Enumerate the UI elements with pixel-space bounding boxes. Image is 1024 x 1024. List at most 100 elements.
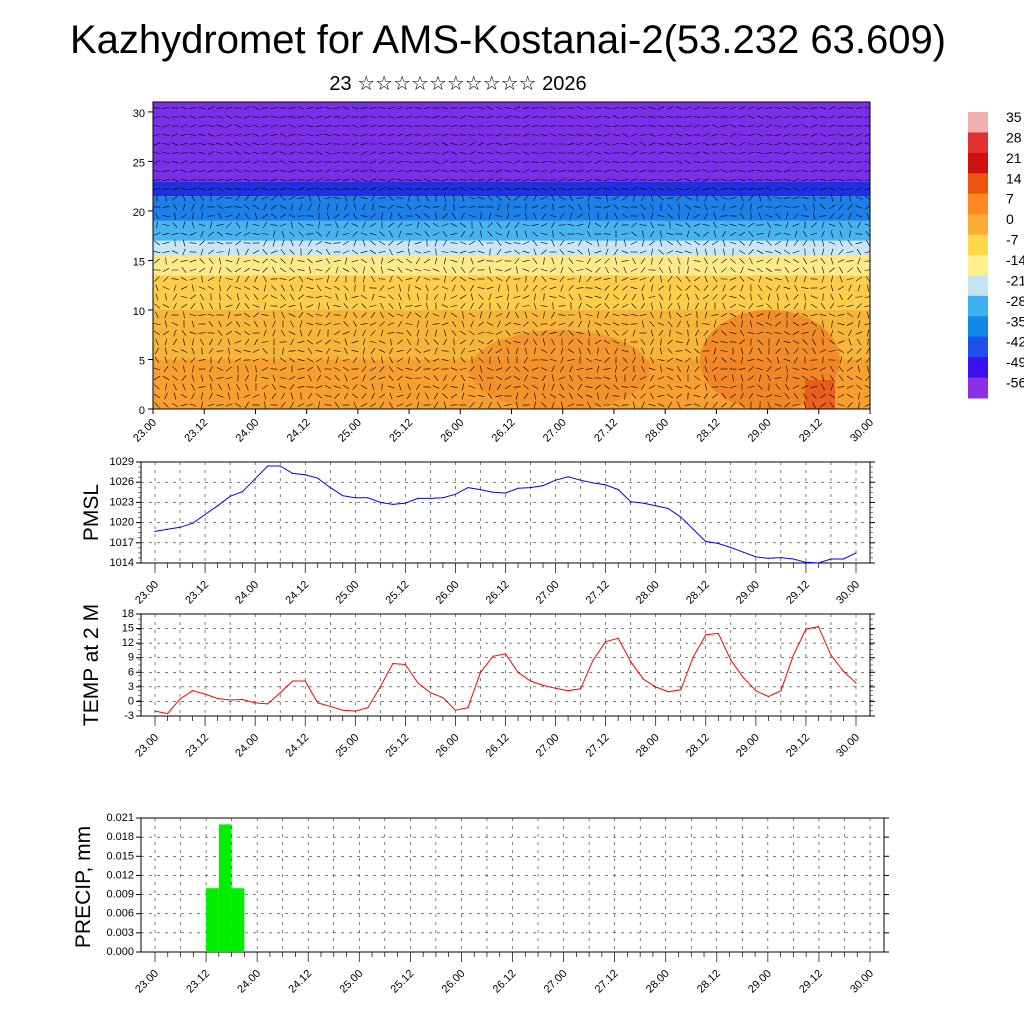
data-point xyxy=(842,670,845,672)
wind-arrow xyxy=(225,304,233,308)
wind-arrow xyxy=(504,376,512,380)
wind-arrow xyxy=(478,357,484,363)
wind-arrow xyxy=(162,376,170,380)
wind-arrow xyxy=(333,340,341,344)
wind-arrow xyxy=(558,305,566,307)
wind-arrow xyxy=(200,248,204,256)
wind-arrow xyxy=(380,329,384,337)
wind-arrow xyxy=(297,269,305,271)
wind-arrow xyxy=(155,311,159,319)
wind-arrow xyxy=(775,213,781,219)
wind-arrow xyxy=(612,403,620,407)
wind-arrow xyxy=(712,275,718,283)
wind-arrow xyxy=(531,134,539,136)
wind-arrow xyxy=(766,240,772,246)
wind-arrow xyxy=(686,365,690,373)
data-point xyxy=(592,659,594,661)
wind-arrow xyxy=(423,107,431,109)
wind-arrow xyxy=(712,195,718,201)
wind-arrow xyxy=(189,124,197,128)
wind-arrow xyxy=(722,284,726,292)
wind-arrow xyxy=(729,179,737,181)
wind-arrow xyxy=(839,266,843,274)
wind-arrow xyxy=(865,357,870,363)
wind-arrow xyxy=(560,266,564,274)
wind-arrow xyxy=(407,194,411,202)
wind-arrow xyxy=(594,358,602,362)
wind-arrow xyxy=(261,376,269,380)
wind-arrow xyxy=(605,248,609,256)
wind-arrow xyxy=(549,321,557,327)
wind-arrow xyxy=(621,179,629,181)
wind-arrow xyxy=(218,266,222,274)
wind-arrow xyxy=(173,284,177,292)
wind-arrow xyxy=(192,212,194,220)
wind-arrow xyxy=(468,376,476,380)
wind-arrow xyxy=(306,233,314,235)
wind-arrow xyxy=(693,161,701,163)
wind-arrow xyxy=(201,374,203,382)
wind-arrow xyxy=(793,392,799,400)
wind-arrow xyxy=(838,366,844,372)
wind-arrow xyxy=(558,322,566,326)
wind-arrow xyxy=(543,311,545,319)
wind-arrow xyxy=(846,151,854,155)
wind-arrow xyxy=(198,267,206,273)
wind-arrow xyxy=(228,248,230,256)
wind-arrow xyxy=(594,142,602,146)
data-point xyxy=(254,478,256,480)
wind-arrow xyxy=(191,383,195,391)
wind-arrow xyxy=(550,348,556,354)
wind-arrow xyxy=(324,151,332,155)
colorbar-label: 7 xyxy=(1006,191,1014,207)
wind-arrow xyxy=(606,239,608,247)
wind-arrow xyxy=(839,239,843,247)
wind-arrow xyxy=(459,151,467,155)
wind-arrow xyxy=(298,231,304,237)
wind-arrow xyxy=(387,178,395,182)
wind-arrow xyxy=(621,313,629,317)
wind-arrow xyxy=(847,267,853,273)
wind-arrow xyxy=(306,286,314,290)
wind-arrow xyxy=(532,330,538,336)
wind-arrow xyxy=(297,143,305,145)
wind-arrow xyxy=(182,221,186,229)
wind-arrow xyxy=(675,125,683,127)
wind-arrow xyxy=(201,212,203,220)
x-tick-label: 26.00 xyxy=(440,968,468,996)
wind-arrow xyxy=(261,125,269,127)
wind-arrow xyxy=(388,222,394,228)
wind-arrow xyxy=(450,242,458,244)
wind-arrow xyxy=(783,331,791,335)
wind-arrow xyxy=(774,367,782,371)
wind-arrow xyxy=(155,347,159,355)
wind-arrow xyxy=(578,320,582,328)
wind-arrow xyxy=(378,107,386,109)
wind-arrow xyxy=(847,294,853,300)
wind-arrow xyxy=(837,178,845,182)
wind-arrow xyxy=(406,338,412,346)
x-tick-label: 26.12 xyxy=(491,968,519,996)
wind-arrow xyxy=(387,106,395,110)
wind-arrow xyxy=(801,313,809,317)
wind-arrow xyxy=(218,320,222,328)
data-point xyxy=(805,628,807,630)
wind-arrow xyxy=(514,195,520,201)
wind-arrow xyxy=(765,267,773,273)
wind-arrow xyxy=(649,321,655,327)
wind-arrow xyxy=(551,257,555,265)
wind-arrow xyxy=(495,115,503,119)
data-point xyxy=(855,552,857,554)
wind-arrow xyxy=(641,284,645,292)
wind-arrow xyxy=(693,170,701,172)
wind-arrow xyxy=(396,205,404,209)
wind-arrow xyxy=(443,374,447,382)
wind-arrow xyxy=(576,106,584,110)
wind-arrow xyxy=(487,222,493,228)
wind-arrow xyxy=(711,143,719,145)
wind-arrow xyxy=(234,330,242,336)
wind-arrow xyxy=(235,320,241,328)
colorbar-swatch xyxy=(968,214,988,236)
wind-arrow xyxy=(324,125,332,127)
wind-arrow xyxy=(684,178,692,182)
